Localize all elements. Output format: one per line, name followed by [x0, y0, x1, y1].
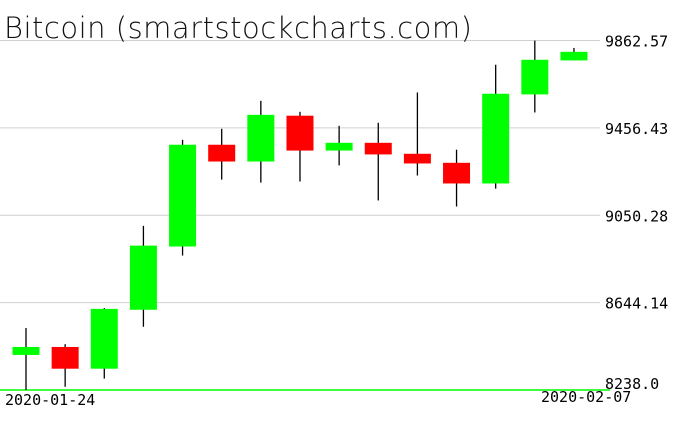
- candle-body-down: [403, 153, 431, 164]
- candle: [129, 225, 157, 327]
- y-tick-label: 9862.57: [605, 33, 668, 51]
- candle-body-down: [286, 115, 314, 151]
- candle-body-up: [169, 144, 197, 247]
- candle-body-up: [521, 59, 549, 95]
- candle: [443, 149, 471, 207]
- candle-body-up: [560, 51, 588, 61]
- candle-body-down: [364, 142, 392, 155]
- candle-body-down: [208, 144, 236, 162]
- candle: [51, 344, 79, 387]
- candle-body-up: [129, 245, 157, 310]
- candle-body-down: [443, 162, 471, 184]
- candle: [286, 111, 314, 182]
- y-tick-label: 9050.28: [605, 207, 668, 225]
- x-tick-label-start: 2020-01-24: [5, 391, 95, 409]
- candle: [325, 125, 353, 166]
- candle: [482, 64, 510, 189]
- candle: [12, 328, 40, 390]
- x-tick-label-end: 2020-02-07: [541, 388, 631, 406]
- candle-body-up: [247, 114, 275, 162]
- candle: [169, 139, 197, 256]
- candle: [521, 40, 549, 113]
- candle-body-up: [12, 346, 40, 355]
- candle: [208, 128, 236, 180]
- candle: [560, 47, 588, 61]
- candle-body-down: [51, 346, 79, 369]
- y-tick-label: 8238.0: [605, 375, 659, 393]
- chart-title: Bitcoin (smartstockcharts.com): [4, 11, 472, 45]
- candle-body-up: [325, 142, 353, 151]
- candle: [90, 308, 118, 379]
- candles: [12, 40, 588, 390]
- y-tick-label: 8644.14: [605, 295, 668, 313]
- y-axis-labels: 8238.0 8644.14 9050.28 9456.43 9862.57: [605, 33, 668, 394]
- candle: [403, 92, 431, 176]
- candle: [364, 122, 392, 201]
- candle-body-up: [90, 308, 118, 369]
- candle: [247, 100, 275, 183]
- y-tick-label: 9456.43: [605, 120, 668, 138]
- candle-body-up: [482, 93, 510, 184]
